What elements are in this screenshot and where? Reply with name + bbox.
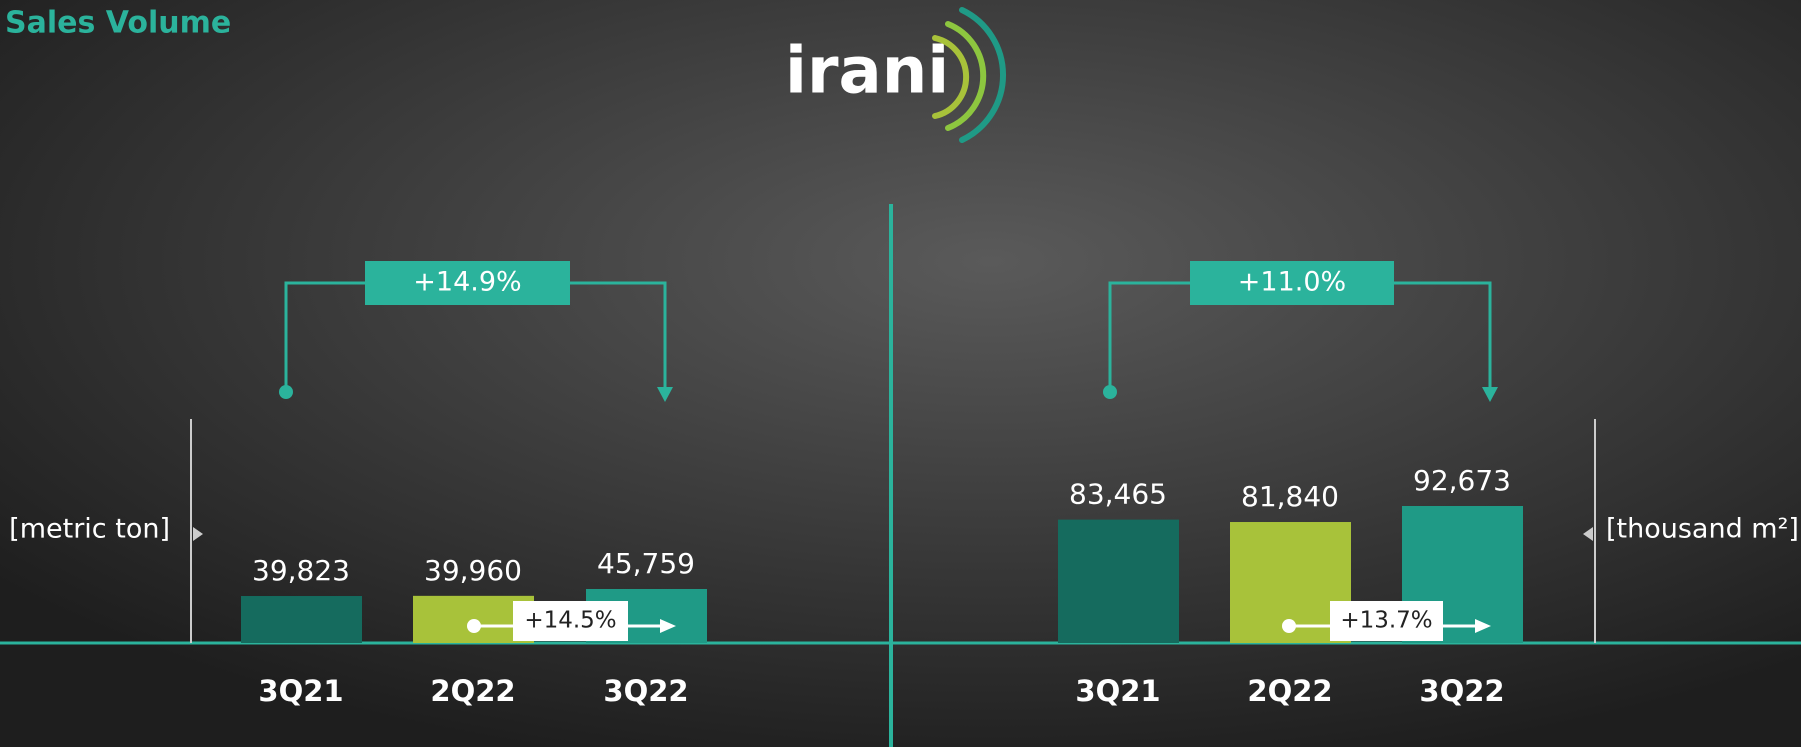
value-label: 83,465 bbox=[1069, 478, 1167, 511]
unit-label: [metric ton] bbox=[9, 514, 170, 545]
value-label: 39,960 bbox=[424, 554, 522, 587]
logo-arcs bbox=[932, 7, 1006, 143]
qoq-label: +13.7% bbox=[1340, 608, 1432, 634]
qoq-arrow bbox=[1475, 619, 1491, 633]
bar bbox=[241, 596, 362, 643]
category-label: 2Q22 bbox=[1247, 674, 1332, 708]
bracket-dot bbox=[279, 385, 293, 399]
qoq-dot bbox=[1282, 619, 1296, 633]
qoq-dot bbox=[467, 619, 481, 633]
category-label: 3Q21 bbox=[1075, 674, 1160, 708]
bracket-arrow bbox=[1482, 387, 1498, 402]
growth-box bbox=[365, 261, 570, 305]
qoq-box bbox=[513, 601, 628, 641]
category-label: 3Q21 bbox=[258, 674, 343, 708]
growth-box bbox=[1190, 261, 1394, 305]
value-label: 39,823 bbox=[252, 554, 350, 587]
qoq-label: +14.5% bbox=[524, 608, 616, 634]
unit-arrow bbox=[1583, 527, 1593, 541]
growth-label: +11.0% bbox=[1238, 267, 1346, 298]
qoq-box bbox=[1330, 601, 1443, 641]
logo: irani bbox=[785, 35, 949, 109]
unit-arrow bbox=[193, 527, 203, 541]
category-label: 3Q22 bbox=[603, 674, 688, 708]
growth-label: +14.9% bbox=[413, 267, 521, 298]
qoq-arrow bbox=[660, 619, 676, 633]
value-label: 92,673 bbox=[1413, 464, 1511, 497]
bar bbox=[1058, 519, 1179, 643]
title: Sales Volume bbox=[5, 6, 231, 41]
category-label: 3Q22 bbox=[1419, 674, 1504, 708]
unit-label: [thousand m²] bbox=[1606, 514, 1799, 545]
category-label: 2Q22 bbox=[430, 674, 515, 708]
value-label: 45,759 bbox=[597, 547, 695, 580]
bracket-arrow bbox=[657, 387, 673, 402]
value-label: 81,840 bbox=[1241, 480, 1339, 513]
bracket-dot bbox=[1103, 385, 1117, 399]
